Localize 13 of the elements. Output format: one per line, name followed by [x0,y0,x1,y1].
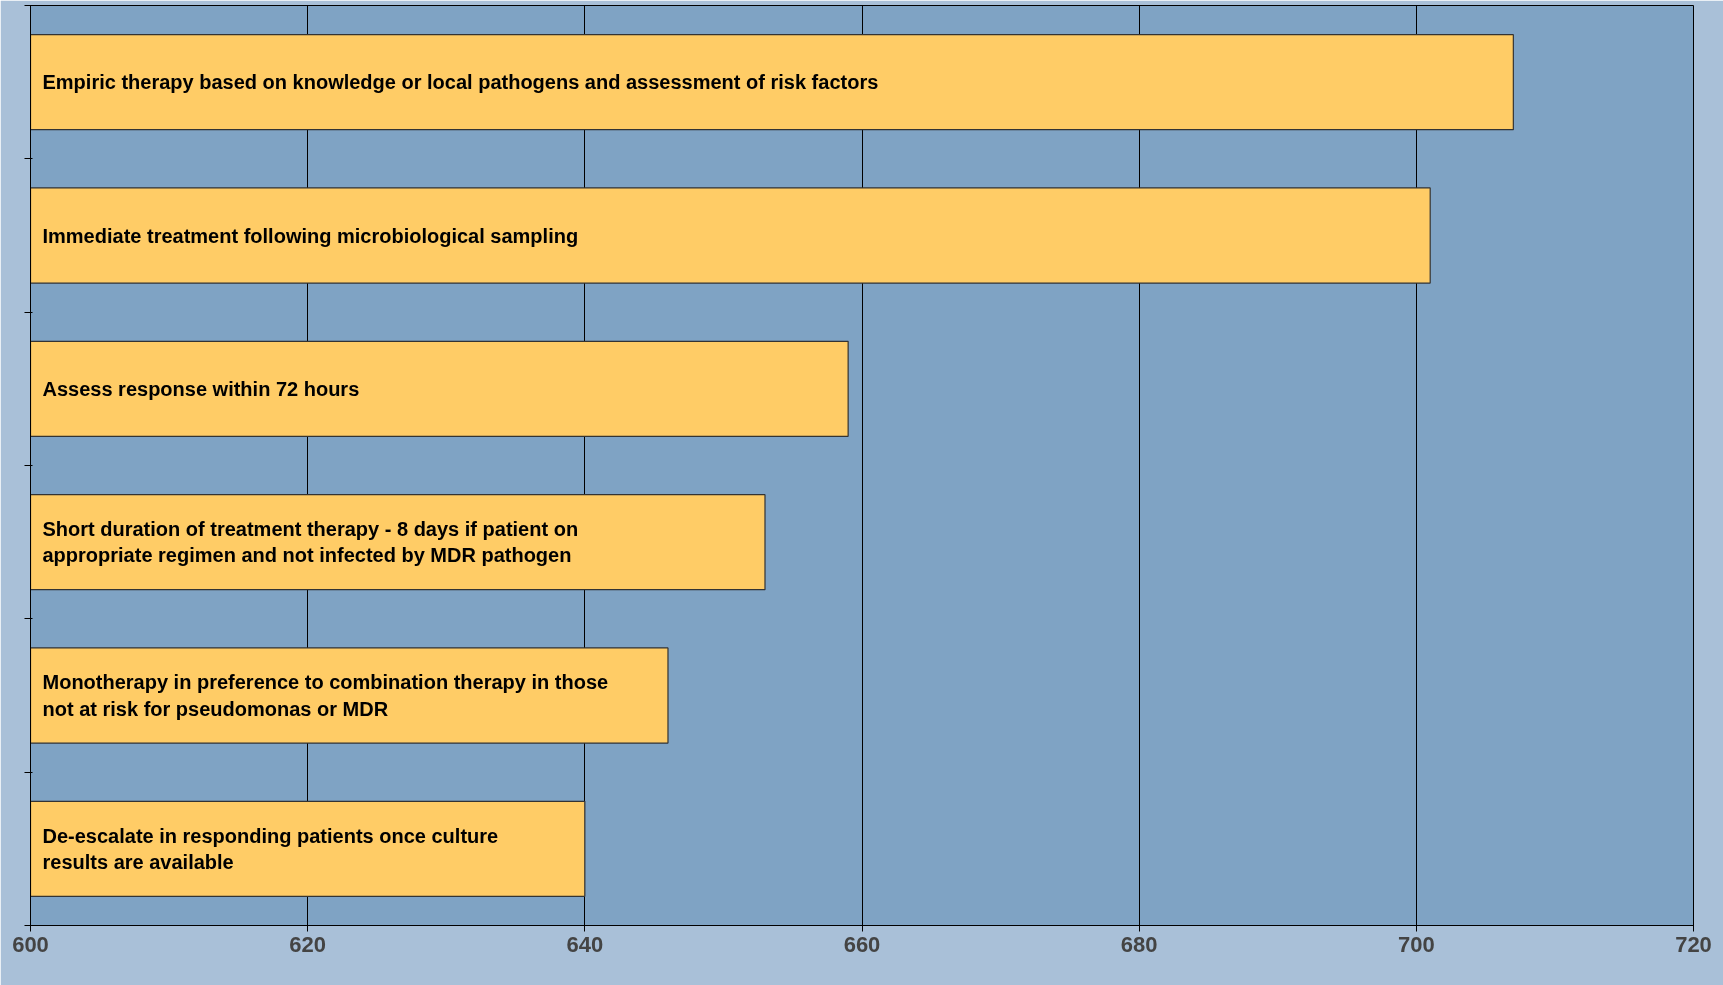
x-tick-label: 720 [1675,931,1712,957]
x-tick-label: 620 [289,931,327,957]
x-tick-label: 700 [1397,931,1435,957]
y-tick-label: Assess response within 72 hours [42,377,360,400]
x-tick-label: 600 [12,931,49,957]
x-tick-label: 660 [843,931,881,957]
y-tick-label: Immediate treatment following microbiological sampling [42,224,579,247]
y-tick-label: Short duration of treatment therapy - 8 days if patient on appropriate regimen and not infected by MDR pathogen [42,517,579,567]
y-tick-label: De-escalate in responding patients once culture results are available [42,824,499,874]
x-tick-label: 680 [1120,931,1158,957]
x-tick-label: 640 [566,931,604,957]
y-tick-label: Empiric therapy based on knowledge or local pathogens and assessment of risk factors [42,71,879,94]
y-tick-label: Monotherapy in preference to combination therapy in those not at risk for pseudomonas or MDR [42,671,609,720]
